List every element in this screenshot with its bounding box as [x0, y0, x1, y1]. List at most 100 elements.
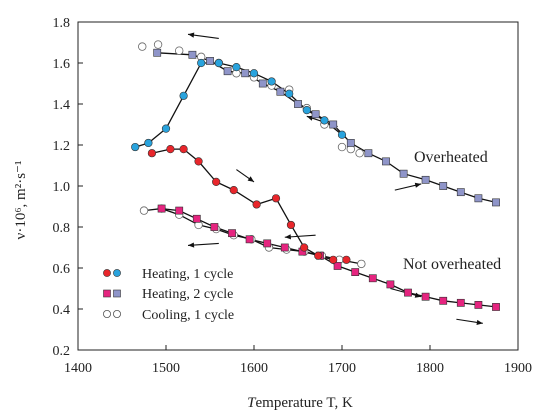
data-point-not_overheated_heating_1: [314, 251, 323, 260]
axes: 1400 1500 1600 1700 1800 1900 0.2 0.4 0.6 0.8 1.0 1…: [53, 16, 533, 376]
data-point-not_overheated_heating_2: [157, 204, 166, 213]
x-tick-label: 1800: [416, 361, 444, 376]
data-point-overheated_heating_1: [267, 77, 276, 86]
annotation-not-overheated: Not overheated: [403, 256, 501, 273]
y-tick-label: 1.6: [53, 57, 71, 72]
x-axis-label: Temperature T, K: [247, 395, 353, 411]
data-point-not_overheated_heating_2: [210, 223, 219, 231]
data-point-overheated_heating_1: [144, 138, 153, 148]
data-point-overheated_cooling: [355, 148, 364, 158]
direction-arrow-head: [414, 182, 422, 188]
legend: Heating, 1 cycle Heating, 2 cycle Coolin…: [103, 267, 234, 323]
data-point-not_overheated_heating_1: [252, 200, 261, 209]
data-point-overheated_heating_2: [294, 100, 302, 108]
data-point-not_overheated_heating_2: [439, 296, 448, 305]
data-point-not_overheated_heating_2: [175, 206, 184, 215]
data-point-overheated_heating_1: [232, 62, 241, 72]
legend-marker-cooling-1: [103, 309, 112, 318]
legend-label-heating-2: Heating, 2 cycle: [142, 287, 233, 302]
direction-arrow-head: [414, 292, 422, 298]
data-point-overheated_heating_2: [241, 69, 250, 78]
annotation-overheated: Overheated: [414, 149, 488, 166]
legend-marker-cooling-2: [113, 309, 122, 318]
data-point-not_overheated_cooling: [357, 259, 366, 269]
legend-marker-heating-1-blue: [113, 269, 121, 277]
data-point-overheated_heating_1: [179, 91, 188, 100]
x-tick-label: 1700: [328, 361, 356, 376]
data-point-not_overheated_heating_1: [229, 186, 238, 195]
data-point-overheated_heating_2: [276, 87, 285, 96]
data-point-not_overheated_heating_1: [286, 220, 296, 230]
data-point-not_overheated_heating_2: [192, 214, 201, 223]
data-point-not_overheated_heating_2: [280, 243, 289, 252]
legend-label-heating-1: Heating, 1 cycle: [142, 267, 233, 282]
data-point-overheated_heating_1: [285, 89, 294, 98]
data-point-overheated_heating_2: [206, 57, 214, 65]
data-point-overheated_cooling: [174, 46, 184, 55]
x-tick-label: 1900: [504, 361, 532, 376]
data-point-not_overheated_heating_2: [386, 280, 395, 289]
data-point-overheated_heating_2: [223, 67, 232, 76]
direction-arrow-head: [306, 115, 314, 121]
data-point-not_overheated_heating_2: [421, 292, 430, 301]
x-tick-label: 1600: [240, 361, 268, 376]
data-point-not_overheated_heating_2: [245, 235, 254, 244]
y-tick-label: 1.0: [53, 180, 71, 195]
data-point-overheated_heating_2: [329, 120, 338, 129]
data-point-overheated_heating_2: [188, 50, 197, 59]
data-point-overheated_heating_1: [337, 130, 347, 139]
x-tick-label: 1500: [152, 361, 180, 376]
y-tick-label: 1.4: [53, 98, 71, 113]
data-point-overheated_cooling: [337, 142, 347, 152]
y-tick-label: 0.2: [53, 344, 71, 359]
data-point-overheated_heating_1: [302, 106, 311, 115]
data-point-overheated_heating_1: [320, 116, 329, 125]
y-tick-label: 0.4: [53, 303, 71, 318]
data-point-overheated_cooling: [138, 42, 147, 51]
data-point-not_overheated_heating_2: [368, 274, 377, 283]
y-tick-label: 0.8: [53, 221, 71, 236]
data-point-not_overheated_heating_1: [194, 157, 203, 166]
data-point-overheated_heating_2: [382, 157, 390, 166]
data-point-overheated_heating_2: [346, 139, 355, 147]
data-point-not_overheated_heating_2: [351, 268, 360, 276]
data-point-not_overheated_heating_2: [263, 239, 272, 248]
legend-marker-heating-2-violet: [113, 289, 121, 298]
data-point-overheated_heating_2: [421, 175, 430, 184]
data-point-not_overheated_heating_2: [228, 229, 236, 238]
direction-arrow-head: [188, 242, 195, 248]
data-point-not_overheated_heating_1: [179, 145, 188, 154]
y-axis-label: ν·10⁶, m²·s⁻¹: [13, 161, 29, 240]
data-point-not_overheated_heating_2: [456, 298, 465, 307]
data-point-overheated_heating_1: [197, 58, 206, 68]
data-point-overheated_heating_2: [258, 79, 267, 88]
plot-area: [131, 32, 500, 325]
y-tick-label: 1.2: [53, 139, 71, 154]
data-point-overheated_heating_1: [131, 142, 140, 152]
data-point-overheated_heating_2: [364, 149, 373, 158]
data-point-overheated_cooling: [153, 40, 163, 49]
x-tick-label: 1400: [64, 361, 92, 376]
data-point-overheated_heating_2: [153, 48, 162, 57]
direction-arrow-head: [284, 234, 291, 240]
data-point-overheated_heating_2: [456, 188, 465, 197]
data-point-not_overheated_heating_1: [166, 145, 175, 154]
y-tick-label: 1.8: [53, 16, 71, 31]
legend-marker-heating-2-magenta: [103, 289, 111, 298]
data-point-overheated_heating_2: [399, 169, 408, 178]
data-point-not_overheated_cooling: [139, 206, 149, 215]
legend-label-cooling-1: Cooling, 1 cycle: [142, 308, 234, 323]
data-point-not_overheated_heating_2: [333, 262, 342, 270]
data-point-not_overheated_heating_1: [329, 255, 338, 264]
data-point-overheated_heating_2: [439, 182, 448, 190]
direction-arrow-head: [476, 319, 483, 325]
legend-marker-heating-1-red: [103, 269, 111, 277]
data-point-overheated_heating_1: [161, 124, 171, 133]
y-tick-label: 0.6: [53, 262, 71, 277]
data-point-not_overheated_heating_1: [300, 243, 309, 252]
data-point-not_overheated_heating_2: [474, 300, 483, 309]
data-point-not_overheated_heating_1: [271, 194, 281, 203]
data-point-not_overheated_heating_1: [147, 149, 157, 158]
data-point-overheated_heating_2: [492, 198, 500, 207]
